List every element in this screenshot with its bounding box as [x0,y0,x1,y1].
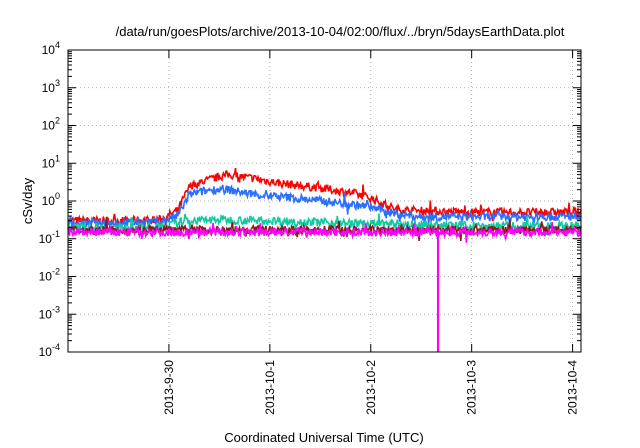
series-line [67,184,582,231]
y-tick-label: 10-2 [39,267,60,284]
x-tick-label: 2013-10-1 [263,360,277,415]
y-tick-base: 10 [42,81,56,95]
y-tick-base: 10 [42,156,56,170]
y-tick-label: 102 [42,116,60,133]
y-tick-base: 10 [42,194,56,208]
chart-title: /data/run/goesPlots/archive/2013-10-04/0… [116,24,565,39]
series-line [67,217,582,242]
y-tick-exponent: 1 [55,153,60,163]
y-tick-label: 10-1 [39,229,60,246]
y-tick-base: 10 [42,119,56,133]
y-tick-base: 10 [42,43,56,57]
y-tick-exponent: -1 [52,229,60,239]
y-tick-label: 10-3 [39,304,60,321]
y-tick-label: 103 [42,78,60,95]
y-tick-label: 10-4 [39,342,60,359]
y-tick-exponent: -4 [52,342,60,352]
x-tick-label: 2013-9-30 [162,360,176,415]
y-tick-label: 100 [42,191,60,208]
y-tick-base: 10 [39,270,53,284]
y-tick-label: 101 [42,153,60,170]
y-tick-base: 10 [39,345,53,359]
y-tick-exponent: 0 [55,191,60,201]
x-tick-label: 2013-10-2 [364,360,378,415]
y-tick-exponent: -3 [52,304,60,314]
series-layer [67,167,582,352]
series-line [67,221,582,243]
y-tick-exponent: 3 [55,78,60,88]
y-tick-label: 104 [42,40,60,57]
y-tick-exponent: 2 [55,116,60,126]
y-tick-base: 10 [39,232,53,246]
x-axis: 2013-9-30 2013-10-1 2013-10-2 2013-10-3 2013… [162,50,580,415]
y-tick-base: 10 [39,307,53,321]
x-tick-label: 2013-10-3 [465,360,479,415]
x-tick-label: 2013-10-4 [566,360,580,415]
y-tick-exponent: -2 [52,267,60,277]
y-axis-label: cSv/day [20,177,35,224]
x-axis-label: Coordinated Universal Time (UTC) [224,430,423,445]
y-tick-exponent: 4 [55,40,60,50]
